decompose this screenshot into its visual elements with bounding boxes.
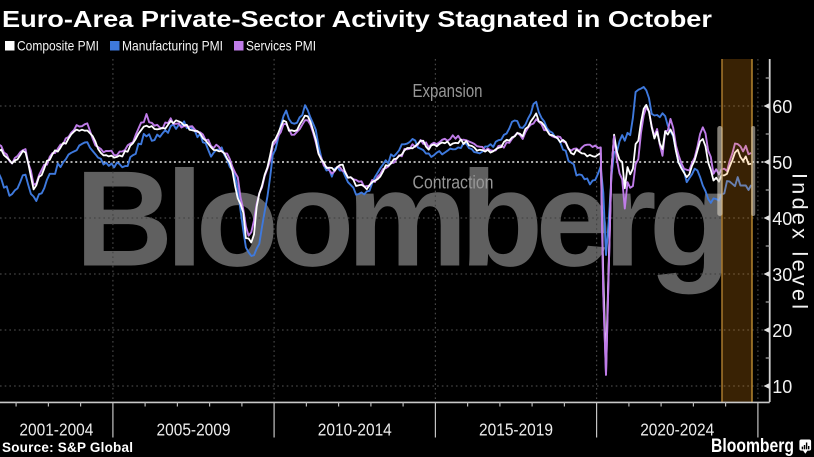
svg-text:Contraction: Contraction [413, 172, 494, 193]
svg-text:2001-2004: 2001-2004 [19, 420, 93, 440]
svg-text:Expansion: Expansion [413, 80, 483, 101]
svg-text:20: 20 [772, 321, 792, 341]
svg-text:Manufacturing PMI: Manufacturing PMI [122, 38, 223, 54]
svg-text:2005-2009: 2005-2009 [157, 420, 231, 440]
svg-text:Composite PMI: Composite PMI [17, 38, 99, 54]
svg-text:2015-2019: 2015-2019 [479, 420, 553, 440]
svg-text:Euro-Area Private-Sector Activ: Euro-Area Private-Sector Activity Stagna… [2, 6, 712, 32]
svg-text:40: 40 [772, 209, 792, 229]
svg-text:2020-2024: 2020-2024 [640, 420, 714, 440]
svg-text:2010-2014: 2010-2014 [318, 420, 392, 440]
svg-text:Bloomberg: Bloomberg [711, 436, 794, 457]
svg-text:30: 30 [772, 265, 792, 285]
svg-text:10: 10 [772, 377, 792, 397]
svg-text:Source: S&P Global: Source: S&P Global [2, 440, 133, 455]
svg-text:Services PMI: Services PMI [246, 38, 316, 54]
svg-text:60: 60 [772, 97, 792, 117]
svg-text:50: 50 [772, 153, 792, 173]
